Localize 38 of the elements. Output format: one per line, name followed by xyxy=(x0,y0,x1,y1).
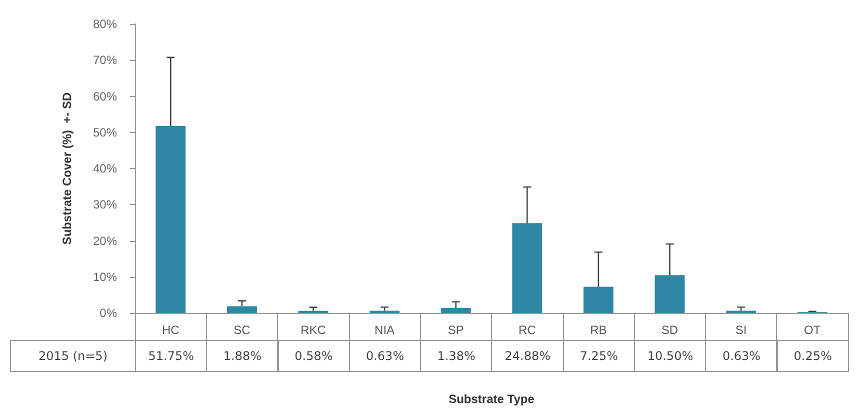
data-label: 24.88% xyxy=(492,340,564,372)
y-tick-label: 40% xyxy=(92,162,118,176)
bar xyxy=(440,308,471,313)
x-axis-title: Substrate Type xyxy=(448,392,535,406)
y-tick-label: 60% xyxy=(92,89,118,104)
y-tick-label: 70% xyxy=(92,53,118,68)
data-label: 0.25% xyxy=(777,340,848,372)
x-tick-label: RB xyxy=(590,323,607,337)
x-tick-label: RKC xyxy=(300,323,326,337)
text: 2015 (n=5) xyxy=(10,340,136,372)
data-label: 7.25% xyxy=(563,340,635,372)
data-label: 1.38% xyxy=(420,340,492,372)
y-tick-label: 50% xyxy=(92,125,118,140)
y-tick-label: 30% xyxy=(92,198,118,212)
bar xyxy=(583,286,614,313)
bar xyxy=(226,306,257,313)
x-tick-label: OT xyxy=(804,323,822,337)
y-tick-label: 20% xyxy=(92,234,118,248)
data-label: 0.63% xyxy=(349,340,421,372)
bar xyxy=(512,223,542,313)
data-label: 1.88% xyxy=(206,340,278,372)
x-tick-label: RC xyxy=(518,323,536,337)
x-tick-label: NIA xyxy=(374,323,395,337)
bar xyxy=(654,275,685,313)
bar xyxy=(156,126,186,313)
x-tick-label: SI xyxy=(735,323,747,337)
data-label: 10.50% xyxy=(634,340,706,372)
data-label: 51.75% xyxy=(136,340,207,372)
y-tick-label: 10% xyxy=(92,270,118,284)
y-axis-title: Substrate Cover (%) +- SD xyxy=(60,92,74,245)
x-tick-label: SC xyxy=(234,323,251,337)
x-tick-label: HC xyxy=(162,323,180,337)
y-tick-label: 80% xyxy=(92,17,118,31)
x-tick-label: SD xyxy=(661,323,678,337)
x-tick-label: SP xyxy=(448,323,464,337)
data-label: 0.58% xyxy=(278,340,350,372)
y-tick-label: 0% xyxy=(100,306,118,320)
data-label: 0.63% xyxy=(706,340,778,372)
